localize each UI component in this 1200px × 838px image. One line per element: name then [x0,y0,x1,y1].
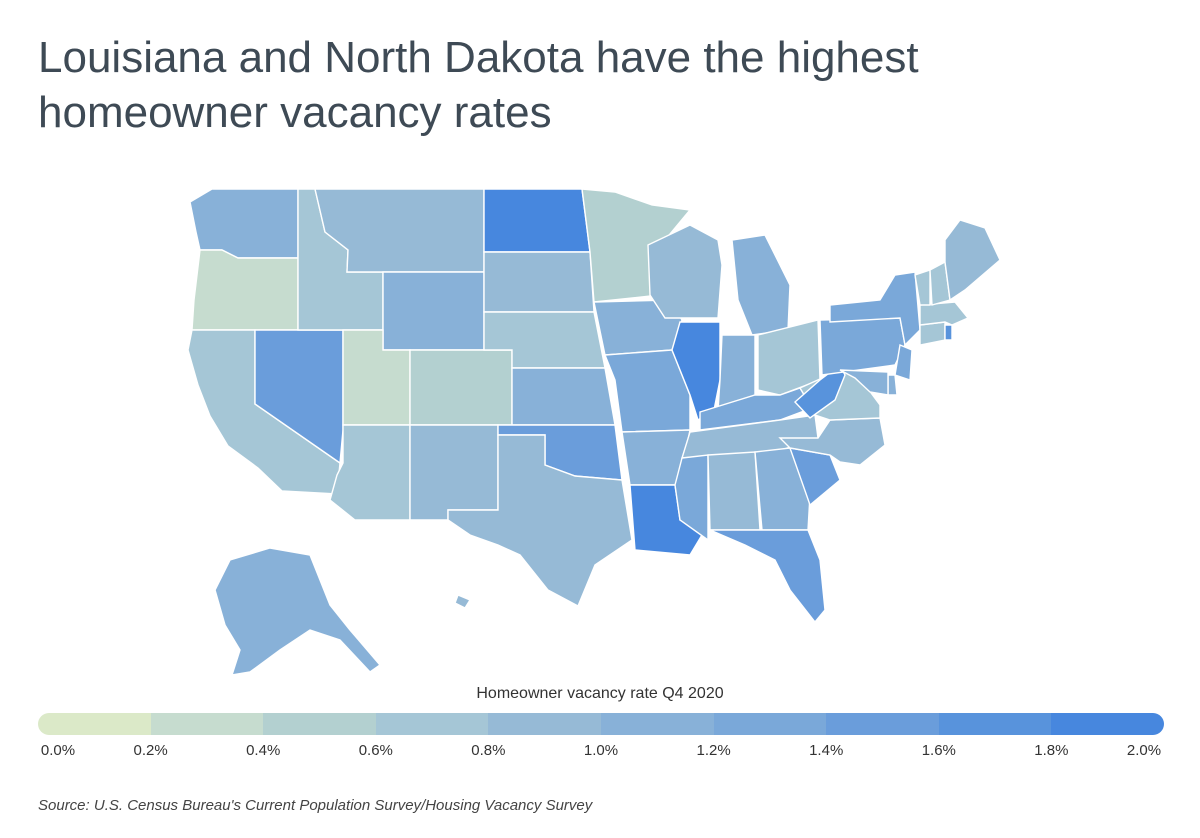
state-wyoming[interactable]: Wyoming [382,271,485,351]
legend-tick: 0.4% [246,742,281,759]
source-note: Source: U.S. Census Bureau's Current Pop… [38,797,593,814]
state-new-mexico[interactable]: New Mexico [409,424,499,521]
state-massachusetts[interactable]: Massachusetts [919,301,970,326]
legend-swatch-0 [38,713,151,735]
state-kansas[interactable]: Kansas [511,367,616,426]
legend-color-scale [38,713,1164,735]
state-maine[interactable]: Maine [944,219,1000,302]
legend-swatch-3 [375,713,489,735]
legend-swatch-2 [263,713,376,735]
state-north-dakota[interactable]: North Dakota [483,188,591,253]
legend-swatch-4 [488,713,601,735]
state-texas[interactable]: Texas [447,434,633,607]
legend-tick: 1.0% [583,742,619,759]
state-rhode-island[interactable]: Rhode Island [944,324,953,341]
legend-tick: 0.0% [40,742,76,759]
state-georgia[interactable]: Georgia [754,447,811,531]
state-maryland[interactable]: Maryland [839,369,889,396]
legend-title: Homeowner vacancy rate Q4 2020 [476,685,724,702]
legend-swatch-1 [150,713,264,735]
legend-tick: 1.8% [1034,742,1069,759]
state-vermont[interactable]: Vermont [914,269,931,306]
legend-tick: 0.2% [133,742,168,759]
legend-tick: 0.8% [471,742,506,759]
state-wisconsin[interactable]: Wisconsin [647,224,723,319]
title-line-2: homeowner vacancy rates [38,88,552,137]
state-florida[interactable]: Florida [709,529,826,624]
legend-swatch-9 [1051,713,1164,735]
state-pennsylvania[interactable]: Pennsylvania [819,317,906,376]
title-line-1: Louisiana and North Dakota have the high… [38,33,919,82]
legend-tick: 1.6% [921,742,956,759]
state-alaska[interactable]: Alaska [214,547,382,676]
legend-swatch-8 [938,713,1052,735]
state-oregon[interactable]: Oregon [191,249,299,331]
state-connecticut[interactable]: Connecticut [919,321,946,346]
legend-tick: 1.4% [809,742,844,759]
state-colorado[interactable]: Colorado [409,349,513,426]
state-north-carolina[interactable]: North Carolina [778,417,886,466]
legend-swatch-7 [826,713,939,735]
us-choropleth-map: WashingtonOregonCaliforniaNevadaIdahoMon… [187,188,1000,676]
legend-tick: 1.2% [696,742,731,759]
state-south-dakota[interactable]: South Dakota [483,251,595,313]
state-michigan[interactable]: Michigan [731,234,791,336]
state-mississippi[interactable]: Mississippi [674,454,709,542]
legend-swatch-5 [600,713,714,735]
legend-tick-labels: 0.0% 0.2% 0.4% 0.6% 0.8% 1.0% 1.2% 1.4% 1.6% 1.8%… [0,742,1200,766]
legend-swatch-6 [713,713,827,735]
page-title: Louisiana and North Dakota have the high… [38,30,1138,140]
state-alabama[interactable]: Alabama [707,451,761,531]
state-washington[interactable]: Washington [189,188,299,259]
state-new-jersey[interactable]: New Jersey [894,344,913,381]
state-delaware[interactable]: Delaware [887,374,898,396]
legend-tick: 0.6% [358,742,393,759]
state-hawaii[interactable]: Hawaii [404,559,472,609]
legend-tick: 2.0% [1126,742,1162,759]
